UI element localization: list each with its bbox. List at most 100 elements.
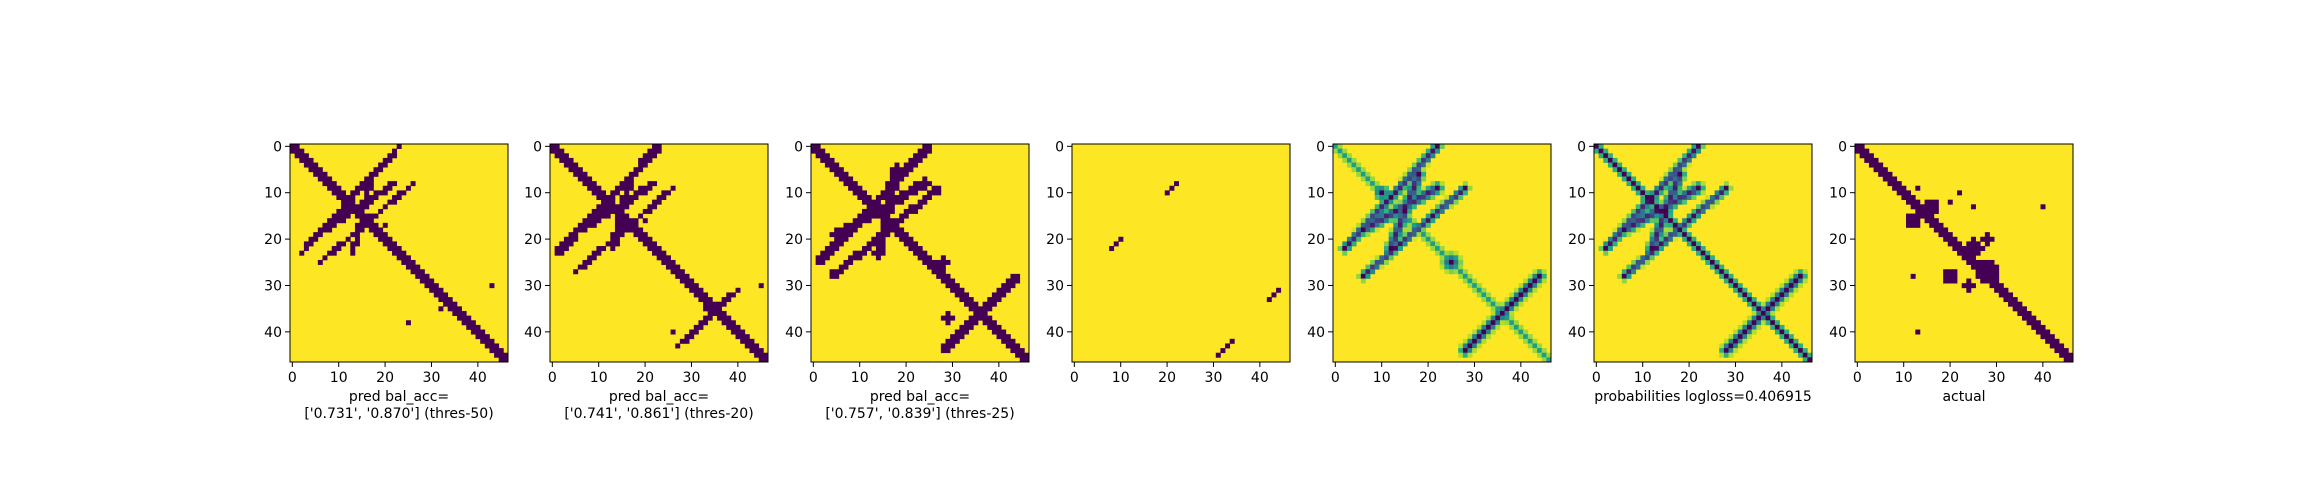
heatmap-cell [1379,222,1385,228]
heatmap-cell [1668,222,1674,228]
heatmap-cell [968,301,974,307]
heatmap-cell [299,148,305,154]
heatmap-cell [1384,185,1390,191]
heatmap-cell [1728,283,1734,289]
heatmap-cell [749,338,755,344]
heatmap-cell [1751,324,1757,330]
heatmap-cell [652,148,658,154]
heatmap-cell [1402,199,1408,205]
heatmap-cell [1645,218,1651,224]
heatmap-cell [1779,283,1785,289]
heatmap-cell [1696,204,1702,210]
heatmap-cell [1929,208,1935,214]
heatmap-cell [1458,190,1464,196]
heatmap-cell [1612,227,1618,233]
heatmap-cell [401,255,407,261]
heatmap-cell [1672,171,1678,177]
heatmap-cell [1663,171,1669,177]
heatmap-cell [1537,343,1543,349]
heatmap-cell [1532,348,1538,354]
heatmap-cell [619,227,625,233]
heatmap-cell [913,181,919,187]
heatmap-cell [820,255,826,261]
heatmap-cell [1439,185,1445,191]
heatmap-cell [1621,167,1627,173]
heatmap-cell [1360,222,1366,228]
heatmap-cell [1779,324,1785,330]
heatmap-cell [596,213,602,219]
heatmap-cell [1998,287,2004,293]
heatmap-cell [1019,348,1025,354]
x-tick-label: 30 [1727,370,1745,386]
heatmap-cell [926,259,932,265]
y-tick-label: 30 [1568,278,1586,294]
heatmap-cell [1523,329,1529,335]
heatmap-cell [982,310,988,316]
heatmap-cell [1109,246,1115,252]
heatmap-cell [913,208,919,214]
heatmap-cell [1649,199,1655,205]
heatmap-cell [1472,343,1478,349]
heatmap-cell [1444,255,1450,261]
heatmap-cell [1266,297,1272,303]
heatmap-cell [1640,185,1646,191]
heatmap-cell [392,246,398,252]
heatmap-cell [931,185,937,191]
heatmap-cell [1481,292,1487,298]
heatmap-cell [730,329,736,335]
heatmap-cell [862,213,868,219]
heatmap-cell [1010,338,1016,344]
heatmap-cell [926,144,932,149]
heatmap-cell [880,232,886,238]
heatmap-cell [726,320,732,326]
heatmap-cell [913,190,919,196]
heatmap-cell [1686,195,1692,201]
heatmap-cell [1933,222,1939,228]
heatmap-cell [1603,241,1609,247]
heatmap-cell [1384,195,1390,201]
heatmap-cell [1010,273,1016,279]
heatmap-cell [1765,320,1771,326]
heatmap-cell [475,324,481,330]
heatmap-cell [1742,292,1748,298]
heatmap-cell [587,255,593,261]
heatmap-cell [1957,246,1963,252]
heatmap-cell [1393,222,1399,228]
heatmap-cell [294,153,300,159]
heatmap-cell [903,241,909,247]
heatmap-cell [1416,176,1422,182]
heatmap-cell [866,218,872,224]
heatmap-cell [563,241,569,247]
heatmap-cell [1024,357,1030,363]
heatmap-cell [707,297,713,303]
heatmap-cell [1393,204,1399,210]
heatmap-cell [917,185,923,191]
heatmap-cell [303,246,309,252]
heatmap-cell [1351,232,1357,238]
heatmap-cell [926,181,932,187]
heatmap-cell [1668,171,1674,177]
heatmap-cell [364,190,370,196]
heatmap-cell [1513,292,1519,298]
heatmap-cell [647,236,653,242]
heatmap-cell [484,343,490,349]
heatmap-cell [331,218,337,224]
heatmap-cell [1374,218,1380,224]
heatmap-cell [1019,352,1025,358]
heatmap-cell [1005,338,1011,344]
heatmap-cell [950,287,956,293]
heatmap-cell [652,241,658,247]
heatmap-cell [1924,218,1930,224]
heatmap-cell [889,195,895,201]
heatmap-cell [707,301,713,307]
heatmap-cell [2008,301,2014,307]
heatmap-cell [866,199,872,205]
heatmap-cell [1906,218,1912,224]
heatmap-cell [899,195,905,201]
y-tick-label: 30 [785,278,803,294]
heatmap-cell [1658,227,1664,233]
heatmap-cell [894,218,900,224]
heatmap-cell [894,185,900,191]
heatmap-cell [1379,185,1385,191]
